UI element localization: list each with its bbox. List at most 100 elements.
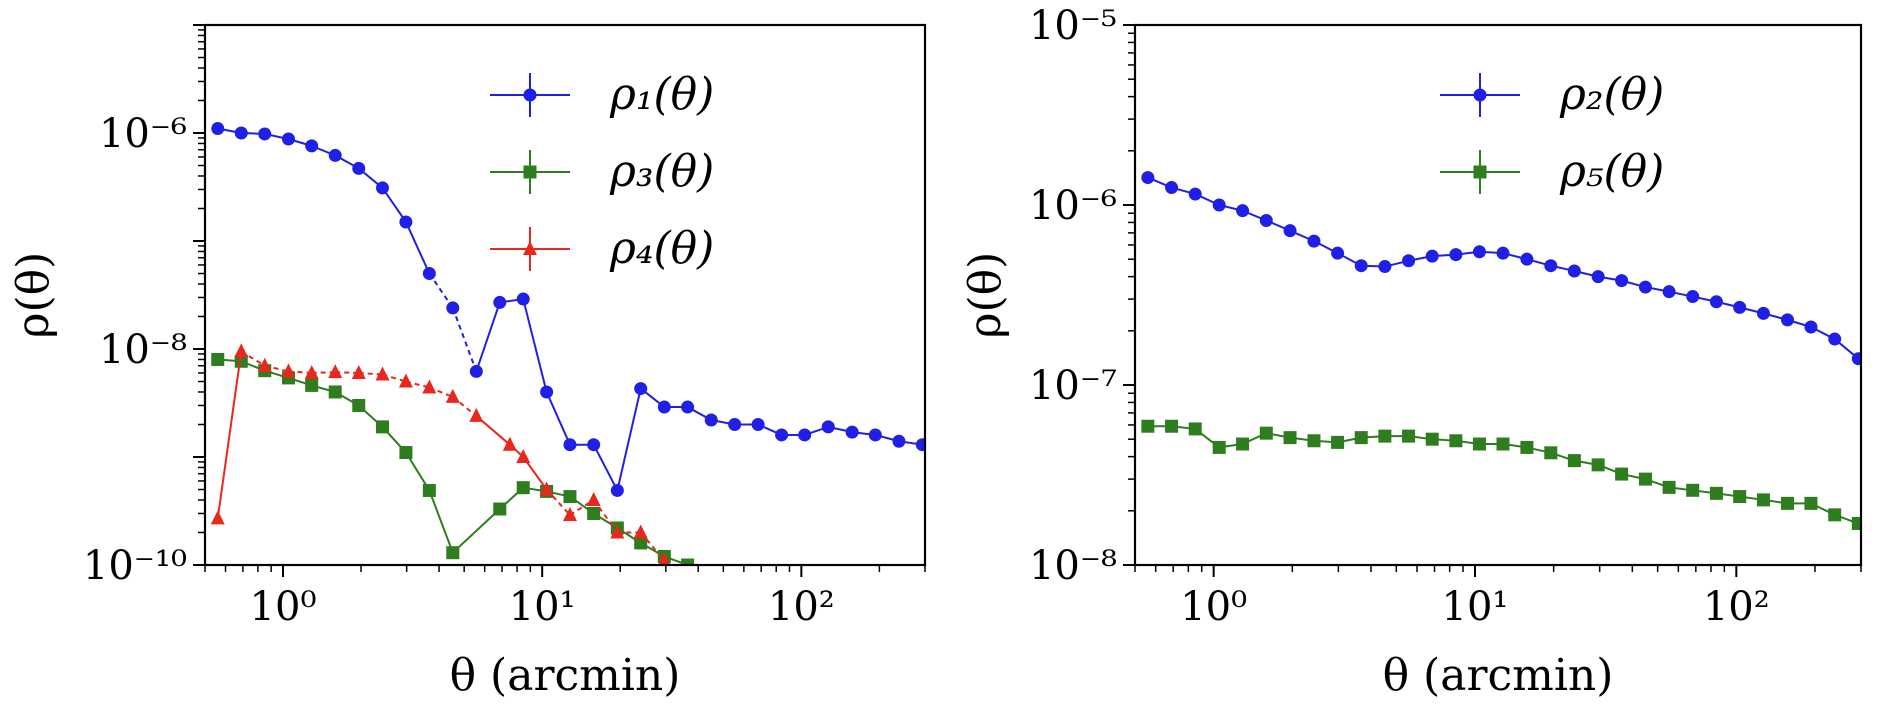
data-point [540,385,554,399]
data-point [1709,295,1723,309]
right-panel: 10⁰ 10¹ 10² 10⁻⁸ 10⁻⁷ 10⁻⁶ 10⁻⁵ θ (arcmin) ρ(θ… [960,3,1863,701]
data-point [1425,249,1439,263]
data-point [798,428,812,442]
data-point [1449,434,1463,448]
data-point [563,490,577,504]
data-point [1331,246,1345,260]
data-point [446,301,460,315]
y-tick-label: 10⁻⁸ [1029,543,1117,589]
data-point [1425,432,1439,446]
right-x-axis-label: θ (arcmin) [1383,650,1614,701]
data-point [1378,260,1392,274]
y-tick-label: 10⁻⁷ [1029,363,1117,409]
data-point [1756,306,1770,320]
data-point [422,267,436,281]
series-segment [639,531,666,562]
data-point [1567,264,1581,278]
data-point [399,446,413,460]
data-point [610,483,624,497]
data-point [1212,440,1226,454]
data-point [493,295,507,309]
series-2 [1141,419,1861,531]
series-1 [1141,171,1861,366]
data-point [257,357,272,372]
data-point [1259,214,1273,228]
data-point [516,292,530,306]
data-point [1544,259,1558,273]
data-point [375,181,389,195]
data-point [633,524,648,539]
data-point [328,364,343,379]
legend-label: ρ₃(θ) [609,146,714,197]
data-point [775,428,789,442]
series-segment [451,307,478,372]
data-point [1828,508,1842,522]
legend-label: ρ₄(θ) [609,223,714,274]
series-segment [381,187,407,223]
data-point [1307,434,1321,448]
data-point [422,379,437,394]
y-tick-label: 10⁻¹⁰ [83,543,187,589]
data-point [328,385,342,399]
data-point [445,388,460,403]
data-point [305,139,319,153]
data-point [234,343,249,358]
right-legend: ρ₂(θ) ρ₅(θ) [1440,69,1664,197]
data-point [1520,440,1534,454]
legend-label: ρ₂(θ) [1559,69,1664,120]
right-series-layer [1141,171,1861,531]
data-point [821,420,835,434]
data-point [1212,198,1226,212]
data-point [1733,490,1747,504]
data-point [375,366,390,381]
series-segment [475,302,501,372]
x-tick-label: 10² [1703,584,1770,630]
data-point [502,436,517,451]
data-point [1354,431,1368,445]
x-tick-label: 10² [768,584,835,630]
data-point [493,502,507,516]
data-point [915,438,925,452]
data-point [1804,320,1818,334]
data-point [516,449,531,463]
data-point [681,558,695,565]
left-x-axis-label: θ (arcmin) [450,650,681,701]
series-segment [616,388,642,491]
data-point [1402,429,1416,443]
series-1 [211,122,925,497]
left-axes-frame [203,23,927,567]
data-point [1354,259,1368,273]
left-legend: ρ₁(θ) ρ₃(θ) ρ₄(θ) [490,69,714,274]
legend-marker [523,88,537,102]
data-point [1733,300,1747,314]
data-point [211,352,225,366]
data-point [1591,270,1605,284]
data-point [1402,254,1416,268]
right-ticks-layer [1123,24,1862,577]
data-point [1449,248,1463,262]
right-ticklabel-layer: 10⁰ 10¹ 10² 10⁻⁸ 10⁻⁷ 10⁻⁶ 10⁻⁵ [1029,3,1770,630]
data-point [751,417,765,431]
data-point [1851,517,1861,531]
y-tick-label: 10⁻⁶ [1029,183,1117,229]
x-tick-label: 10⁰ [250,584,317,630]
data-point [1615,467,1629,481]
left-y-axis-label: ρ(θ) [8,252,59,339]
left-ticklabel-layer: 10⁰ 10¹ 10² 10⁻¹⁰ 10⁻⁸ 10⁻⁶ [83,111,835,630]
data-point [1165,419,1179,433]
data-point [211,122,225,136]
data-point [1188,187,1202,201]
data-point [1591,458,1605,472]
data-point [1567,454,1581,468]
data-point [1472,245,1486,259]
data-point [328,148,342,162]
data-point [281,363,296,378]
data-point [587,438,601,452]
data-point [1828,332,1842,346]
series-segment [569,499,595,516]
data-point [587,506,601,520]
data-point [1283,431,1297,445]
data-point [1472,437,1486,451]
data-point [351,364,366,379]
data-point [352,398,366,412]
